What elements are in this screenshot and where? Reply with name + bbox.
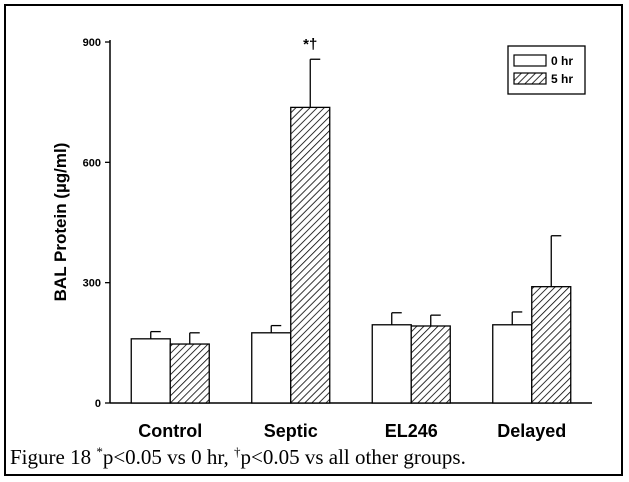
y-axis-label: BAL Protein (µg/ml) [51, 143, 70, 302]
legend: 0 hr 5 hr [507, 45, 586, 95]
bar [371, 324, 412, 404]
legend-swatch [513, 54, 547, 67]
caption-mark-asterisk: * [96, 444, 103, 459]
legend-label: 0 hr [551, 54, 573, 68]
bar [410, 325, 451, 404]
caption-text-1: p<0.05 vs 0 hr, [102, 445, 234, 469]
y-tick-label: 300 [83, 278, 101, 290]
x-tick-label: Delayed [497, 421, 566, 441]
legend-label: 5 hr [551, 72, 573, 86]
bar [251, 332, 292, 404]
caption-text-2: p<0.05 vs all other groups. [240, 445, 466, 469]
caption-prefix: Figure 18 [10, 445, 97, 469]
bar [130, 338, 171, 404]
figure-caption: Figure 18 *p<0.05 vs 0 hr, †p<0.05 vs al… [10, 444, 620, 470]
y-tick-label: 600 [83, 157, 101, 169]
legend-swatch [513, 72, 547, 85]
x-tick-label: EL246 [385, 421, 438, 441]
bars: *† [130, 36, 572, 404]
x-tick-label: Control [138, 421, 202, 441]
x-tick-label: Septic [264, 421, 318, 441]
y-tick-label: 0 [95, 398, 101, 410]
bar [169, 343, 210, 404]
significance-annotation: *† [303, 36, 317, 53]
bar [290, 106, 331, 404]
caption-mark-dagger: † [234, 444, 241, 459]
bar [492, 324, 533, 404]
bar [531, 286, 572, 404]
y-tick-label: 900 [83, 37, 101, 49]
legend-box [507, 45, 586, 95]
